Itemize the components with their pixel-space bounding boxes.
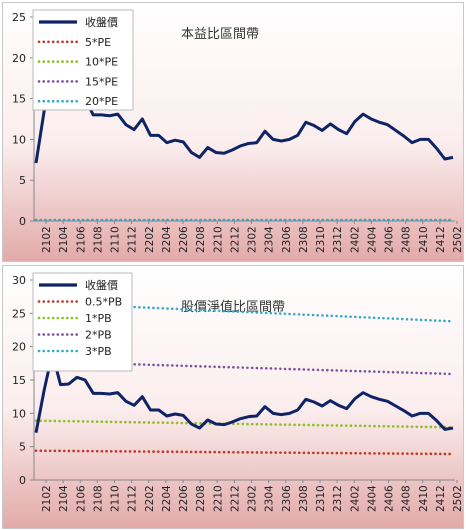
pb-x-tick-label: 2108 — [92, 485, 104, 512]
pb-x-tick-label: 2204 — [161, 485, 173, 512]
pe-x-tick-label: 2302 — [247, 226, 259, 253]
pb-x-tick-label: 2208 — [195, 485, 207, 512]
pb-y-tick-label: 5 — [19, 441, 26, 454]
pb-x-tick-label: 2412 — [435, 485, 447, 512]
pe-legend-label: 10*PE — [85, 56, 118, 69]
pe-legend-box — [32, 9, 134, 111]
pb-y-tick-label: 10 — [12, 407, 26, 420]
pe-y-tick-label: 0 — [19, 215, 26, 228]
pb-x-tick-label: 2302 — [247, 485, 259, 512]
pe-band-chart-panel: 0 5 10 15 20 25 2102 2104 2106 2108 2110 2112 2202 22… — [2, 2, 464, 262]
pb-legend-label: 收盤價 — [85, 278, 118, 292]
pe-x-tick-label: 2110 — [110, 226, 122, 253]
pe-x-tick-label: 2210 — [212, 226, 224, 253]
pb-x-tick-label: 2112 — [127, 485, 139, 512]
pe-series-line-0 — [34, 64, 454, 164]
pb-legend-label: 0.5*PB — [85, 296, 122, 309]
pe-x-tick-label: 2408 — [401, 226, 413, 253]
pb-x-tick-label: 2404 — [366, 485, 378, 512]
pb-x-tick-label: 2406 — [384, 485, 396, 512]
pe-y-tick-label: 15 — [12, 93, 26, 106]
pe-x-tick-label: 2212 — [229, 226, 241, 253]
pe-x-tick-label: 2208 — [195, 226, 207, 253]
pe-x-tick-label: 2310 — [315, 226, 327, 253]
pb-x-tick-label: 2210 — [212, 485, 224, 512]
pb-x-tick-label: 2312 — [332, 485, 344, 512]
pe-y-tick-label: 5 — [19, 174, 26, 187]
pb-x-tick-label: 2304 — [264, 485, 276, 512]
pb-x-tick-label: 2102 — [41, 485, 53, 512]
pb-x-tick-label: 2502 — [452, 485, 464, 512]
pe-x-tick-label: 2404 — [366, 226, 378, 253]
pe-x-tick-label: 2312 — [332, 226, 344, 253]
pb-chart-title: 股價淨值比區間帶 — [181, 299, 285, 315]
pe-x-tick-label: 2102 — [41, 226, 53, 253]
pe-y-tick-label: 10 — [12, 133, 26, 146]
pb-legend-label: 1*PB — [85, 312, 112, 325]
pe-x-tick-label: 2108 — [92, 226, 104, 253]
pb-series-line-0 — [34, 351, 454, 433]
pb-x-tick-label: 2408 — [401, 485, 413, 512]
pe-y-tick-label: 25 — [12, 11, 26, 24]
pb-series-line-1 — [34, 449, 455, 456]
pb-x-tick-label: 2104 — [58, 485, 70, 512]
pe-x-tick-label: 2406 — [384, 226, 396, 253]
pe-chart-title: 本益比區間帶 — [181, 27, 259, 42]
pb-x-tick-label: 2212 — [229, 485, 241, 512]
pe-x-tick-label: 2202 — [144, 226, 156, 253]
pe-x-tick-label: 2502 — [452, 226, 464, 253]
pb-series-line-2 — [34, 419, 455, 429]
pe-legend-label: 20*PE — [85, 95, 118, 108]
pb-x-tick-label: 2308 — [298, 485, 310, 512]
pb-x-tick-label: 2106 — [75, 485, 87, 512]
pb-x-tick-label: 2202 — [144, 485, 156, 512]
pb-y-tick-label: 20 — [12, 341, 26, 354]
pe-x-tick-label: 2412 — [435, 226, 447, 253]
pe-x-tick-label: 2306 — [281, 226, 293, 253]
pb-band-chart-panel: 0 5 10 15 20 25 30 2102 2104 2106 2108 2110 2112 2202… — [2, 265, 464, 529]
pe-y-tick-label: 20 — [12, 52, 26, 65]
pe-x-tick-label: 2204 — [161, 226, 173, 253]
pe-x-tick-label: 2308 — [298, 226, 310, 253]
pb-x-tick-label: 2402 — [349, 485, 361, 512]
pe-x-tick-label: 2112 — [127, 226, 139, 253]
pb-y-tick-label: 30 — [12, 274, 26, 287]
pb-x-tick-label: 2306 — [281, 485, 293, 512]
pb-x-tick-label: 2310 — [315, 485, 327, 512]
pe-x-tick-label: 2104 — [58, 226, 70, 253]
pe-x-tick-label: 2106 — [75, 226, 87, 253]
pb-band-chart: 0 5 10 15 20 25 30 2102 2104 2106 2108 2110 2112 2202… — [12, 272, 464, 512]
pb-legend-label: 3*PB — [85, 345, 112, 358]
pe-x-tick-label: 2410 — [418, 226, 430, 253]
pe-legend-label: 5*PE — [85, 36, 111, 49]
pb-x-tick-label: 2410 — [418, 485, 430, 512]
pe-x-tick-label: 2402 — [349, 226, 361, 253]
pe-x-tick-label: 2304 — [264, 226, 276, 253]
pb-x-tick-label: 2110 — [110, 485, 122, 512]
pe-legend-label: 15*PE — [85, 75, 118, 88]
pb-legend-box — [32, 272, 133, 372]
pb-legend-label: 2*PB — [85, 329, 112, 342]
pb-x-tick-label: 2206 — [178, 485, 190, 512]
pb-y-tick-label: 15 — [12, 374, 26, 387]
pb-y-tick-label: 25 — [12, 307, 26, 320]
pe-x-tick-label: 2206 — [178, 226, 190, 253]
pb-y-tick-label: 0 — [19, 474, 26, 487]
pe-band-chart: 0 5 10 15 20 25 2102 2104 2106 2108 2110 2112 2202 22… — [12, 9, 464, 253]
pe-legend-label: 收盤價 — [85, 15, 118, 29]
